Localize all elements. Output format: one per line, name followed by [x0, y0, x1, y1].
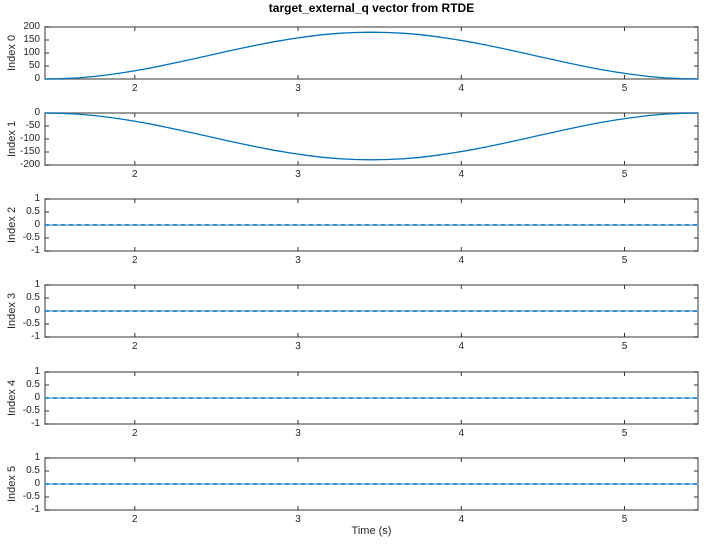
x-tick-label: 2 [132, 255, 138, 266]
plot-area [44, 198, 699, 252]
y-tick-label: 100 [23, 47, 40, 58]
x-tick-label: 5 [621, 169, 628, 180]
x-tick-label: 3 [295, 341, 301, 352]
y-tick-label: -0.5 [22, 318, 40, 329]
x-tick-label: 3 [295, 169, 301, 180]
plot-area [44, 26, 699, 80]
x-tick-label: 5 [621, 83, 628, 94]
x-tick-labels: 2 3 4 5 [45, 337, 698, 357]
y-tick-label: 0 [34, 73, 40, 84]
y-tick-label: 1 [34, 452, 40, 463]
y-tick-label: -100 [19, 133, 40, 144]
data-line [44, 112, 699, 161]
y-tick-labels: -1 -0.5 0 0.5 1 [0, 452, 40, 515]
y-tick-label: -50 [25, 120, 40, 131]
x-tick-labels: 2 3 4 5 [45, 510, 698, 530]
data-line [44, 31, 699, 80]
x-tick-label: 3 [295, 255, 301, 266]
x-tick-label: 5 [621, 514, 628, 525]
x-tick-label: 4 [458, 428, 465, 439]
y-tick-label: 1 [34, 366, 40, 377]
plot-area [44, 371, 699, 425]
plot-area [44, 112, 699, 166]
x-tick-labels: 2 3 4 5 [45, 251, 698, 271]
x-tick-label: 2 [132, 428, 138, 439]
y-tick-label: 150 [23, 34, 40, 45]
y-tick-label: -1 [31, 331, 40, 342]
tick-marks [45, 112, 698, 166]
plot-canvas [44, 26, 699, 80]
x-tick-label: 2 [132, 83, 138, 94]
x-tick-labels: 2 3 4 5 [45, 165, 698, 185]
y-tick-label: 0 [34, 107, 40, 118]
y-tick-labels: -200 -150 -100 -50 0 [0, 107, 40, 170]
y-tick-label: -0.5 [22, 232, 40, 243]
x-tick-label: 5 [621, 341, 628, 352]
y-tick-label: 0 [34, 305, 40, 316]
y-tick-labels: 0 50 100 150 200 [0, 21, 40, 84]
y-tick-label: 1 [34, 279, 40, 290]
x-tick-label: 4 [458, 83, 465, 94]
y-tick-label: 0.5 [26, 206, 40, 217]
y-tick-label: 0.5 [26, 292, 40, 303]
x-tick-label: 3 [295, 428, 301, 439]
plot-canvas [44, 457, 699, 511]
plot-area [44, 284, 699, 338]
y-tick-label: -1 [31, 418, 40, 429]
x-tick-label: 5 [621, 255, 628, 266]
y-tick-label: -0.5 [22, 491, 40, 502]
x-tick-label: 4 [458, 255, 465, 266]
y-tick-label: -0.5 [22, 405, 40, 416]
x-tick-label: 5 [621, 428, 628, 439]
x-tick-labels: 2 3 4 5 [45, 424, 698, 444]
x-tick-label: 3 [295, 514, 301, 525]
y-tick-label: 1 [34, 193, 40, 204]
y-tick-label: 0 [34, 478, 40, 489]
plot-border [44, 26, 699, 80]
x-tick-label: 4 [458, 341, 465, 352]
plot-canvas [44, 284, 699, 338]
plot-canvas [44, 112, 699, 166]
x-axis-label: Time (s) [351, 525, 392, 537]
y-tick-label: -1 [31, 504, 40, 515]
x-tick-label: 4 [458, 169, 465, 180]
y-tick-label: 0 [34, 392, 40, 403]
x-tick-label: 2 [132, 514, 138, 525]
tick-marks [45, 26, 698, 80]
y-tick-label: -200 [19, 159, 40, 170]
y-tick-label: 0.5 [26, 379, 40, 390]
y-tick-labels: -1 -0.5 0 0.5 1 [0, 193, 40, 256]
y-tick-labels: -1 -0.5 0 0.5 1 [0, 366, 40, 429]
x-tick-label: 3 [295, 83, 301, 94]
y-tick-label: 200 [23, 21, 40, 32]
plot-canvas [44, 371, 699, 425]
y-tick-label: 0.5 [26, 465, 40, 476]
x-tick-label: 4 [458, 514, 465, 525]
y-tick-label: 50 [28, 60, 40, 71]
plot-canvas [44, 198, 699, 252]
y-tick-label: 0 [34, 219, 40, 230]
plot-border [44, 112, 699, 166]
x-tick-labels: 2 3 4 5 [45, 79, 698, 99]
y-tick-labels: -1 -0.5 0 0.5 1 [0, 279, 40, 342]
x-tick-label: 2 [132, 341, 138, 352]
x-tick-label: 2 [132, 169, 138, 180]
y-tick-label: -150 [19, 146, 40, 157]
y-tick-label: -1 [31, 245, 40, 256]
figure-title: target_external_q vector from RTDE [268, 1, 475, 15]
plot-area [44, 457, 699, 511]
